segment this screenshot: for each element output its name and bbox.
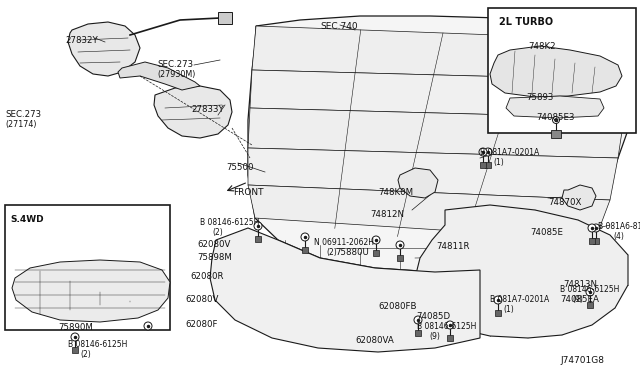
Polygon shape [118, 62, 200, 90]
Polygon shape [589, 238, 595, 244]
Polygon shape [506, 96, 604, 118]
Polygon shape [562, 185, 596, 210]
Polygon shape [495, 310, 501, 316]
Polygon shape [218, 12, 232, 24]
Circle shape [254, 222, 262, 230]
Polygon shape [250, 70, 628, 118]
Circle shape [588, 224, 596, 232]
Bar [5, 205, 170, 330]
Circle shape [592, 224, 600, 232]
Text: 74812N: 74812N [370, 210, 404, 219]
Polygon shape [397, 255, 403, 261]
Text: B 081A6-8161A: B 081A6-8161A [598, 222, 640, 231]
Text: (27930M): (27930M) [157, 70, 195, 79]
Text: 74870X: 74870X [548, 198, 581, 207]
Text: (2): (2) [212, 228, 223, 237]
Circle shape [71, 333, 79, 341]
Text: B 08146-6125H: B 08146-6125H [68, 340, 127, 349]
Text: (2): (2) [326, 248, 337, 257]
Circle shape [479, 148, 487, 156]
Polygon shape [252, 26, 630, 80]
Polygon shape [248, 185, 610, 240]
Polygon shape [12, 260, 170, 322]
Polygon shape [551, 130, 561, 138]
Text: 62080VA: 62080VA [355, 336, 394, 345]
Polygon shape [415, 330, 421, 336]
Text: B 081A7-0201A: B 081A7-0201A [480, 148, 540, 157]
Text: 62080R: 62080R [190, 272, 223, 281]
Text: N 06911-2062H: N 06911-2062H [314, 238, 374, 247]
Text: FRONT: FRONT [233, 188, 264, 197]
Polygon shape [154, 86, 232, 138]
Text: B 081A7-0201A: B 081A7-0201A [490, 295, 549, 304]
Text: B 08146-6125H: B 08146-6125H [417, 322, 476, 331]
Text: 74813N: 74813N [563, 280, 597, 289]
Text: 74085D: 74085D [416, 312, 450, 321]
Polygon shape [485, 162, 491, 168]
Polygon shape [248, 16, 635, 272]
Text: 62080V: 62080V [185, 295, 218, 304]
Circle shape [586, 288, 594, 296]
Polygon shape [398, 168, 438, 198]
Text: SEC.273: SEC.273 [157, 60, 193, 69]
Text: (9): (9) [572, 295, 583, 304]
Text: B 08146-6125H: B 08146-6125H [200, 218, 259, 227]
Polygon shape [302, 247, 308, 253]
Circle shape [414, 316, 422, 324]
Text: B 08146-6125H: B 08146-6125H [560, 285, 620, 294]
Circle shape [301, 233, 309, 241]
Text: SEC.273: SEC.273 [5, 110, 41, 119]
Text: 62080F: 62080F [185, 320, 218, 329]
Text: (9): (9) [429, 332, 440, 341]
Polygon shape [72, 347, 78, 353]
Text: J74701G8: J74701G8 [560, 356, 604, 365]
Circle shape [494, 296, 502, 304]
Circle shape [552, 116, 559, 124]
Text: 75893: 75893 [526, 93, 554, 102]
Polygon shape [210, 228, 480, 352]
Text: 27833Y: 27833Y [191, 105, 224, 114]
Polygon shape [593, 238, 599, 244]
Polygon shape [587, 302, 593, 308]
Text: 748K2: 748K2 [528, 42, 556, 51]
Text: 75880U: 75880U [335, 248, 369, 257]
Text: 2L TURBO: 2L TURBO [499, 17, 553, 27]
Circle shape [554, 119, 557, 122]
Circle shape [484, 148, 492, 156]
Circle shape [372, 236, 380, 244]
Text: (1): (1) [493, 158, 504, 167]
Text: 75898M: 75898M [197, 253, 232, 262]
Polygon shape [248, 148, 618, 200]
Polygon shape [68, 22, 140, 76]
Polygon shape [248, 108, 624, 158]
Circle shape [446, 321, 454, 329]
Text: (27174): (27174) [5, 120, 36, 129]
Text: 74085EA: 74085EA [560, 295, 599, 304]
Polygon shape [373, 250, 379, 256]
Circle shape [396, 241, 404, 249]
Polygon shape [447, 335, 453, 341]
Circle shape [144, 322, 152, 330]
Text: (2): (2) [80, 350, 91, 359]
Text: 62080V: 62080V [197, 240, 230, 249]
Polygon shape [255, 236, 261, 242]
Text: 27832Y: 27832Y [65, 36, 98, 45]
Text: SEC.740: SEC.740 [320, 22, 358, 31]
Text: 75500: 75500 [226, 163, 253, 172]
Text: 74811R: 74811R [436, 242, 470, 251]
Text: 74085E3: 74085E3 [536, 113, 575, 122]
Polygon shape [490, 46, 622, 97]
Text: 748K0M: 748K0M [378, 188, 413, 197]
Polygon shape [480, 162, 486, 168]
Text: (1): (1) [503, 305, 514, 314]
Polygon shape [415, 205, 628, 338]
Text: 74085E: 74085E [530, 228, 563, 237]
Text: 62080FB: 62080FB [378, 302, 417, 311]
Text: 75890M: 75890M [58, 323, 93, 332]
Bar [488, 8, 636, 133]
Text: S.4WD: S.4WD [10, 215, 44, 224]
Text: (4): (4) [613, 232, 624, 241]
